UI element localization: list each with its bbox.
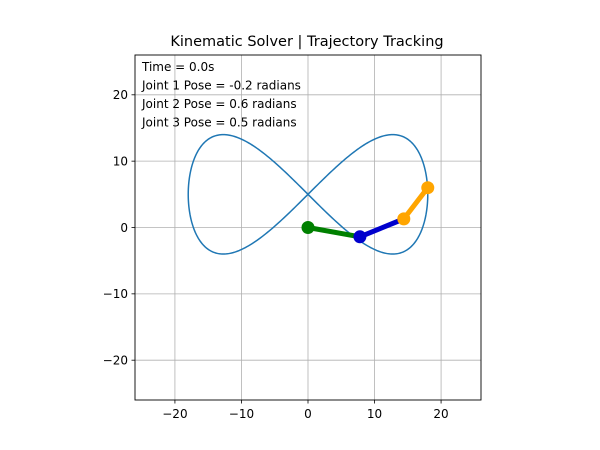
arm-link-1 [305, 225, 363, 240]
x-tick-label: 20 [433, 407, 448, 421]
annotation-line: Joint 1 Pose = -0.2 radians [141, 79, 301, 93]
y-tick-label: 20 [113, 88, 128, 102]
robot-arm [301, 181, 435, 244]
arm-joint-2 [397, 212, 411, 226]
annotation-line: Joint 2 Pose = 0.6 radians [141, 97, 297, 111]
arm-joint-1 [353, 230, 367, 244]
chart-title: Kinematic Solver | Trajectory Tracking [170, 34, 443, 50]
annotation-block: Time = 0.0s Joint 1 Pose = -0.2 radians Jo… [141, 60, 301, 130]
trajectory-layer [187, 133, 429, 255]
end-effector [421, 181, 435, 195]
y-tick-label: 0 [120, 221, 128, 235]
annotation-line: Joint 3 Pose = 0.5 radians [141, 116, 297, 130]
grid-lines [135, 55, 481, 400]
trajectory-line [187, 133, 429, 255]
arm-link-3 [401, 185, 431, 222]
x-tick-label: −20 [162, 407, 187, 421]
y-tick-label: −10 [103, 287, 128, 301]
y-tick-label: 10 [113, 154, 128, 168]
y-tick-label: −20 [103, 353, 128, 367]
annotation-line: Time = 0.0s [141, 60, 214, 74]
x-tick-label: 10 [367, 407, 382, 421]
x-tick-label: −10 [229, 407, 254, 421]
axis-ticks: −20 −10 0 10 20 −20 −10 0 10 20 [103, 88, 449, 421]
arm-joint-0 [301, 221, 315, 234]
x-tick-label: 0 [304, 407, 312, 421]
arm-link-2 [357, 216, 407, 240]
